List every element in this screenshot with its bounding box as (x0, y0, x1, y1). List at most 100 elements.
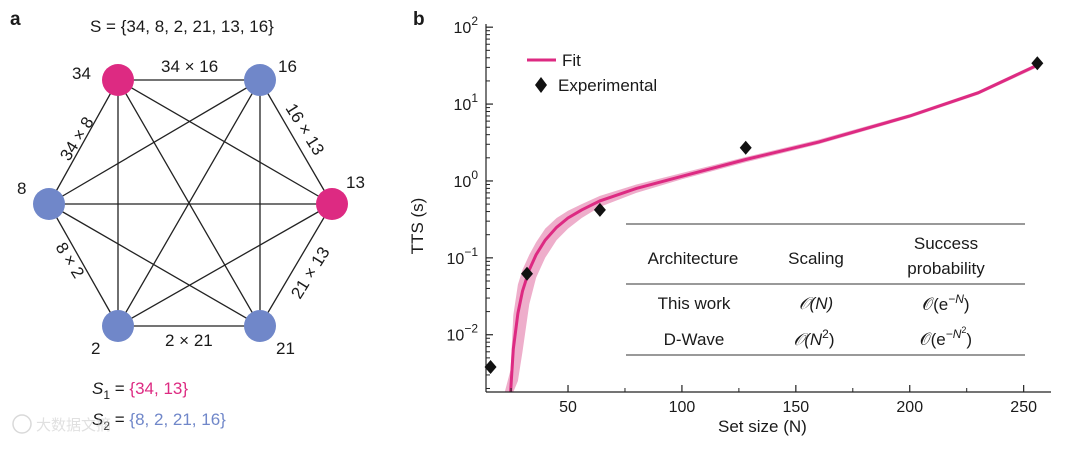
edge-label-8x2: 8 × 2 (52, 239, 88, 282)
edge-16-8 (48, 79, 261, 205)
subset-2-sub: 2 (103, 419, 110, 433)
r2p-base: 𝒪(e (920, 330, 946, 349)
y-tick-exponent: 0 (471, 168, 478, 182)
node-label-16: 16 (278, 57, 297, 76)
edge-13-2 (117, 203, 333, 327)
legend: Fit Experimental (527, 51, 657, 95)
legend-fit-label: Fit (562, 51, 581, 70)
r2p-close: ) (966, 330, 972, 349)
subset-2-eq: = (110, 410, 129, 429)
table-row-1-probability: 𝒪(e−N) (922, 292, 969, 314)
x-tick-label: 200 (896, 399, 923, 416)
y-tick-base: 10 (454, 20, 472, 37)
subset-1-sub: 1 (103, 388, 110, 402)
experimental-point (521, 266, 534, 281)
x-tick-label: 50 (559, 399, 577, 416)
node-21 (244, 310, 276, 342)
table-row-1-architecture: This work (658, 294, 731, 313)
node-label-34: 34 (72, 64, 91, 83)
y-tick-exponent: −2 (464, 322, 478, 336)
y-tick-base: 10 (447, 251, 465, 268)
node-label-2: 2 (91, 339, 100, 358)
watermark-logo-icon (12, 414, 32, 434)
subset-1-values: {34, 13} (129, 379, 188, 398)
y-tick-label: 10−2 (447, 322, 479, 345)
table-header-architecture: Architecture (648, 249, 739, 268)
experimental-points (484, 56, 1044, 375)
y-tick-base: 10 (447, 328, 465, 345)
y-tick-label: 100 (454, 168, 479, 191)
r2s-base: 𝒪(N (793, 330, 822, 349)
legend-experimental-marker (535, 77, 547, 93)
table-row-2-scaling: 𝒪(N2) (793, 327, 834, 349)
edge-2-8 (48, 203, 119, 327)
x-ticks: 50 100 150 200 250 (510, 385, 1037, 416)
graph-nodes (33, 64, 348, 342)
r1p-exp: −N (948, 292, 964, 306)
node-label-8: 8 (17, 179, 26, 198)
r2s-exp: 2 (822, 327, 829, 341)
edge-16-13 (259, 79, 333, 205)
table-row-1-scaling: 𝒪(N) (799, 294, 833, 313)
set-label: S = {34, 8, 2, 21, 13, 16} (90, 17, 274, 36)
y-tick-label: 101 (454, 91, 479, 114)
edge-label-2x21: 2 × 21 (165, 331, 213, 350)
x-axis-label: Set size (N) (718, 417, 807, 436)
fit-line (509, 63, 1038, 392)
edge-label-21x13: 21 × 13 (287, 244, 333, 303)
subset-1: S1 = {34, 13} (92, 379, 188, 402)
node-34 (102, 64, 134, 96)
node-13 (316, 188, 348, 220)
y-axis-label: TTS (s) (408, 198, 427, 255)
y-tick-base: 10 (454, 174, 472, 191)
edge-label-34x16: 34 × 16 (161, 57, 218, 76)
experimental-point (739, 140, 752, 155)
watermark: 大数据文摘 (12, 414, 111, 434)
table-row-2-architecture: D-Wave (664, 330, 725, 349)
experimental-point (1031, 56, 1044, 71)
node-8 (33, 188, 65, 220)
y-tick-label: 10−1 (447, 245, 479, 268)
r2s-close: ) (829, 330, 835, 349)
y-tick-exponent: −1 (464, 245, 478, 259)
r1p-close: ) (964, 295, 970, 314)
panel-b-letter: b (413, 9, 425, 30)
y-tick-exponent: 2 (471, 14, 478, 28)
r1p-base: 𝒪(e (922, 295, 948, 314)
panel-a-letter: a (10, 9, 21, 30)
table-header-scaling: Scaling (788, 249, 844, 268)
r2p-exp2: 2 (961, 325, 966, 335)
x-tick-label: 100 (669, 399, 696, 416)
subset-2: S2 = {8, 2, 21, 16} (92, 410, 226, 433)
table-header-success: Success (914, 234, 978, 253)
edge-13-21 (259, 203, 333, 327)
edge-label-34x8: 34 × 8 (56, 114, 97, 165)
subset-2-name: S (92, 410, 104, 429)
x-tick-label: 250 (1010, 399, 1037, 416)
subset-2-values: {8, 2, 21, 16} (129, 410, 226, 429)
y-tick-exponent: 1 (471, 91, 478, 105)
subset-1-eq: = (110, 379, 129, 398)
r2p-exp: −N (946, 327, 962, 341)
watermark-text: 大数据文摘 (36, 416, 111, 434)
y-tick-label: 102 (454, 14, 479, 37)
graph-edges (48, 79, 333, 327)
y-tick-base: 10 (454, 97, 472, 114)
panel-a: a S = {34, 8, 2, 21, 13, 16} 34 16 13 21… (10, 9, 365, 434)
edge-21-8 (48, 203, 261, 327)
x-tick-label: 150 (782, 399, 809, 416)
table-row-2-probability: 𝒪(e−N2) (920, 325, 972, 349)
subset-1-name: S (92, 379, 104, 398)
edge-34-13 (117, 79, 333, 205)
comparison-table: Architecture Scaling Success probability… (626, 223, 1025, 356)
node-16 (244, 64, 276, 96)
legend-experimental-label: Experimental (558, 76, 657, 95)
node-label-13: 13 (346, 173, 365, 192)
fit-confidence-band (504, 63, 1038, 392)
experimental-point (484, 360, 497, 375)
edge-16-2 (117, 79, 261, 327)
